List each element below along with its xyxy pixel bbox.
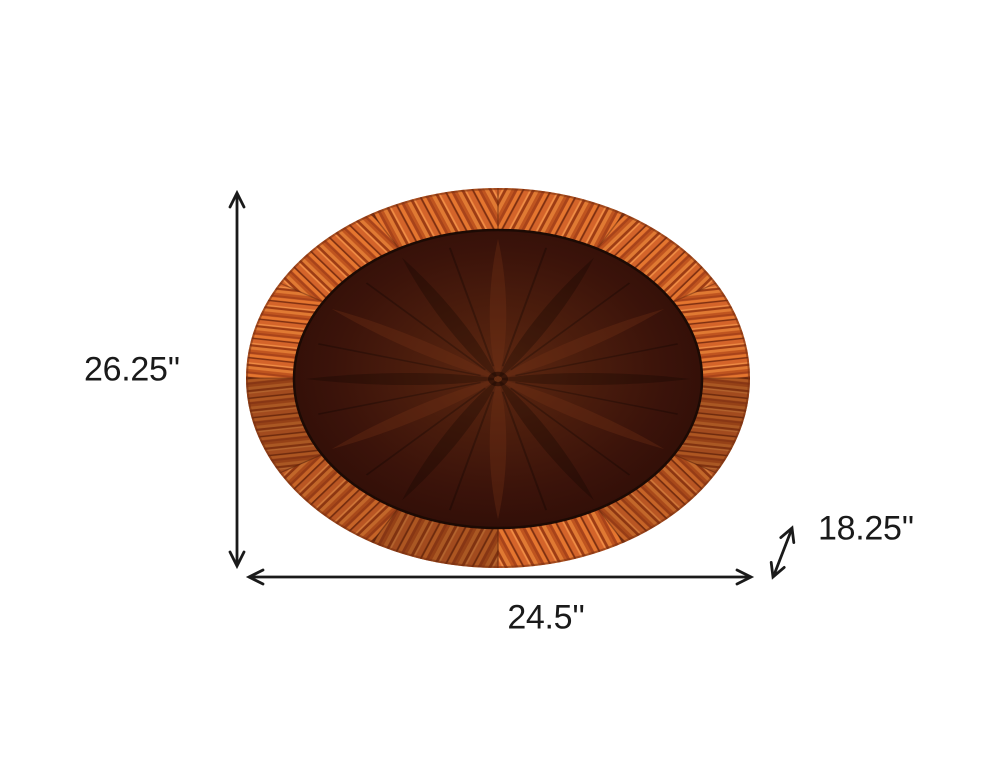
diagonal-dimension-arrow (769, 525, 796, 580)
arrow-down-left-icon (769, 561, 786, 580)
horizontal-dimension-line (245, 568, 755, 586)
starburst-figure (306, 238, 690, 520)
vertical-dimension-line (228, 189, 246, 570)
arrow-up-right-icon (779, 525, 796, 544)
arrow-down-icon (228, 550, 246, 570)
table-outer-edge (246, 188, 750, 568)
arrow-right-icon (735, 568, 755, 586)
arrow-left-icon (245, 568, 265, 586)
height-dimension-label: 26.25'' (84, 350, 180, 389)
arrow-up-icon (228, 189, 246, 209)
dimension-lines (228, 189, 796, 586)
width-dimension-label: 24.5'' (507, 598, 585, 637)
depth-dimension-label: 18.25'' (818, 509, 914, 548)
